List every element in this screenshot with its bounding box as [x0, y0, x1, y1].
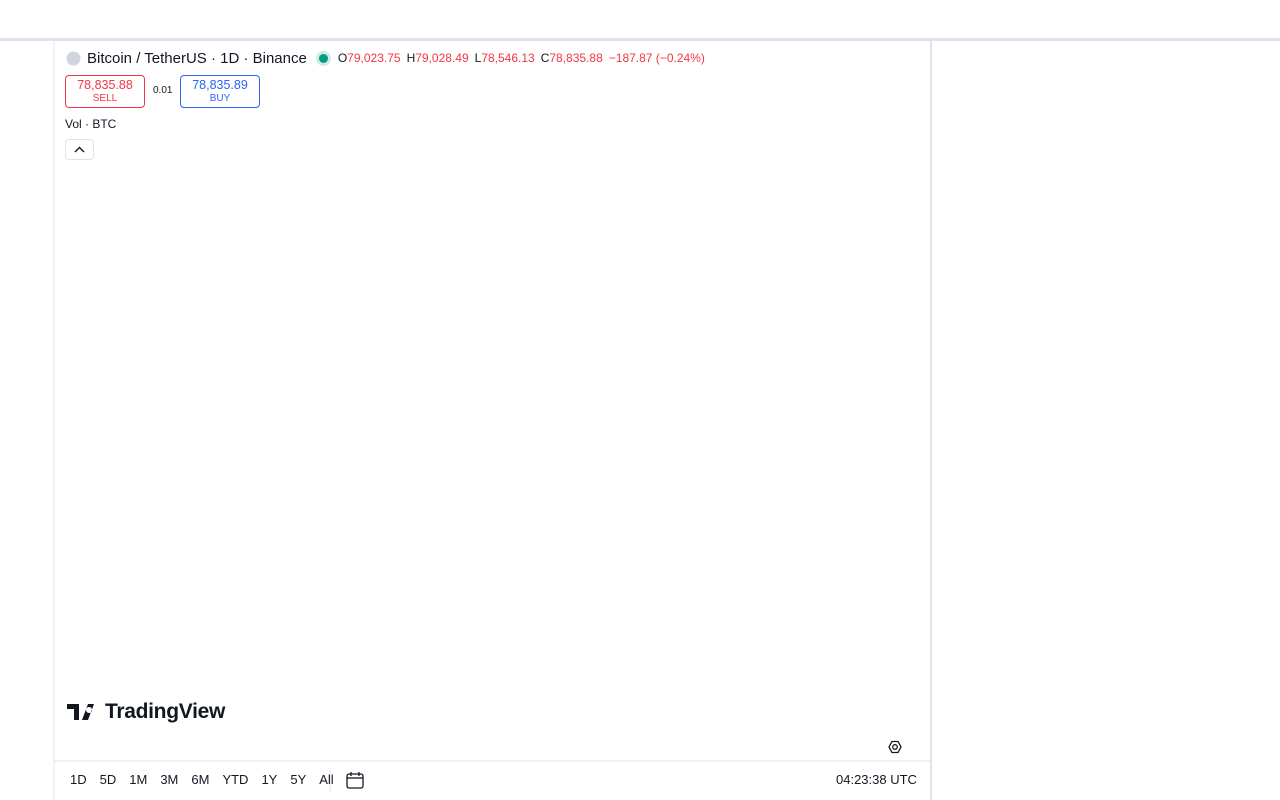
- sell-label: SELL: [92, 93, 118, 104]
- brand-name: TradingView: [105, 700, 226, 723]
- ohlc-key: H: [406, 51, 416, 65]
- symbol-title: Bitcoin / TetherUS · 1D · Binance: [87, 49, 307, 67]
- range-button[interactable]: 1D: [70, 772, 87, 787]
- ohlc-value: 79,028.49: [415, 51, 469, 65]
- legend-header: Bitcoin / TetherUS · 1D · Binance O 79,02…: [66, 48, 711, 68]
- ohlc-key: C: [540, 51, 550, 65]
- buy-button[interactable]: 78,835.89 BUY: [180, 75, 260, 108]
- range-button[interactable]: 3M: [160, 772, 179, 787]
- ohlc-value: 78,546.13: [481, 51, 535, 65]
- range-button[interactable]: 5D: [99, 772, 117, 787]
- collapse-button[interactable]: [65, 139, 94, 160]
- range-button[interactable]: YTD: [222, 772, 249, 787]
- ohlc-key: O: [337, 51, 348, 65]
- range-button[interactable]: 1M: [129, 772, 148, 787]
- buy-label: BUY: [209, 93, 231, 104]
- settings-icon[interactable]: [888, 740, 902, 754]
- range-button[interactable]: 6M: [191, 772, 210, 787]
- change: −187.87 (−0.24%): [608, 51, 705, 65]
- calendar-icon[interactable]: [346, 772, 364, 789]
- brand: TradingView: [67, 700, 225, 724]
- ohlc-value: 78,835.88: [549, 51, 603, 65]
- sell-price: 78,835.88: [77, 78, 133, 92]
- caret: [74, 146, 85, 153]
- range-toolbar: 1D 5D 1M 3M 6M YTD 1Y 5Y All: [70, 772, 347, 787]
- top-divider: [0, 38, 1280, 41]
- volume-label: Vol · BTC: [65, 117, 117, 131]
- ohlc-key: L: [474, 51, 482, 65]
- range-button[interactable]: All: [319, 772, 334, 787]
- clock: 04:23:38 UTC: [836, 772, 917, 787]
- symbol-icon: [66, 51, 81, 65]
- quantity: 0.01: [153, 85, 173, 96]
- market-status: [318, 53, 328, 63]
- sell-button[interactable]: 78,835.88 SELL: [65, 75, 145, 108]
- brand-icon: [67, 704, 94, 720]
- range-button[interactable]: 1Y: [261, 772, 278, 787]
- range-button[interactable]: 5Y: [290, 772, 307, 787]
- ohlc-value: 79,023.75: [347, 51, 401, 65]
- buy-price: 78,835.89: [192, 78, 248, 92]
